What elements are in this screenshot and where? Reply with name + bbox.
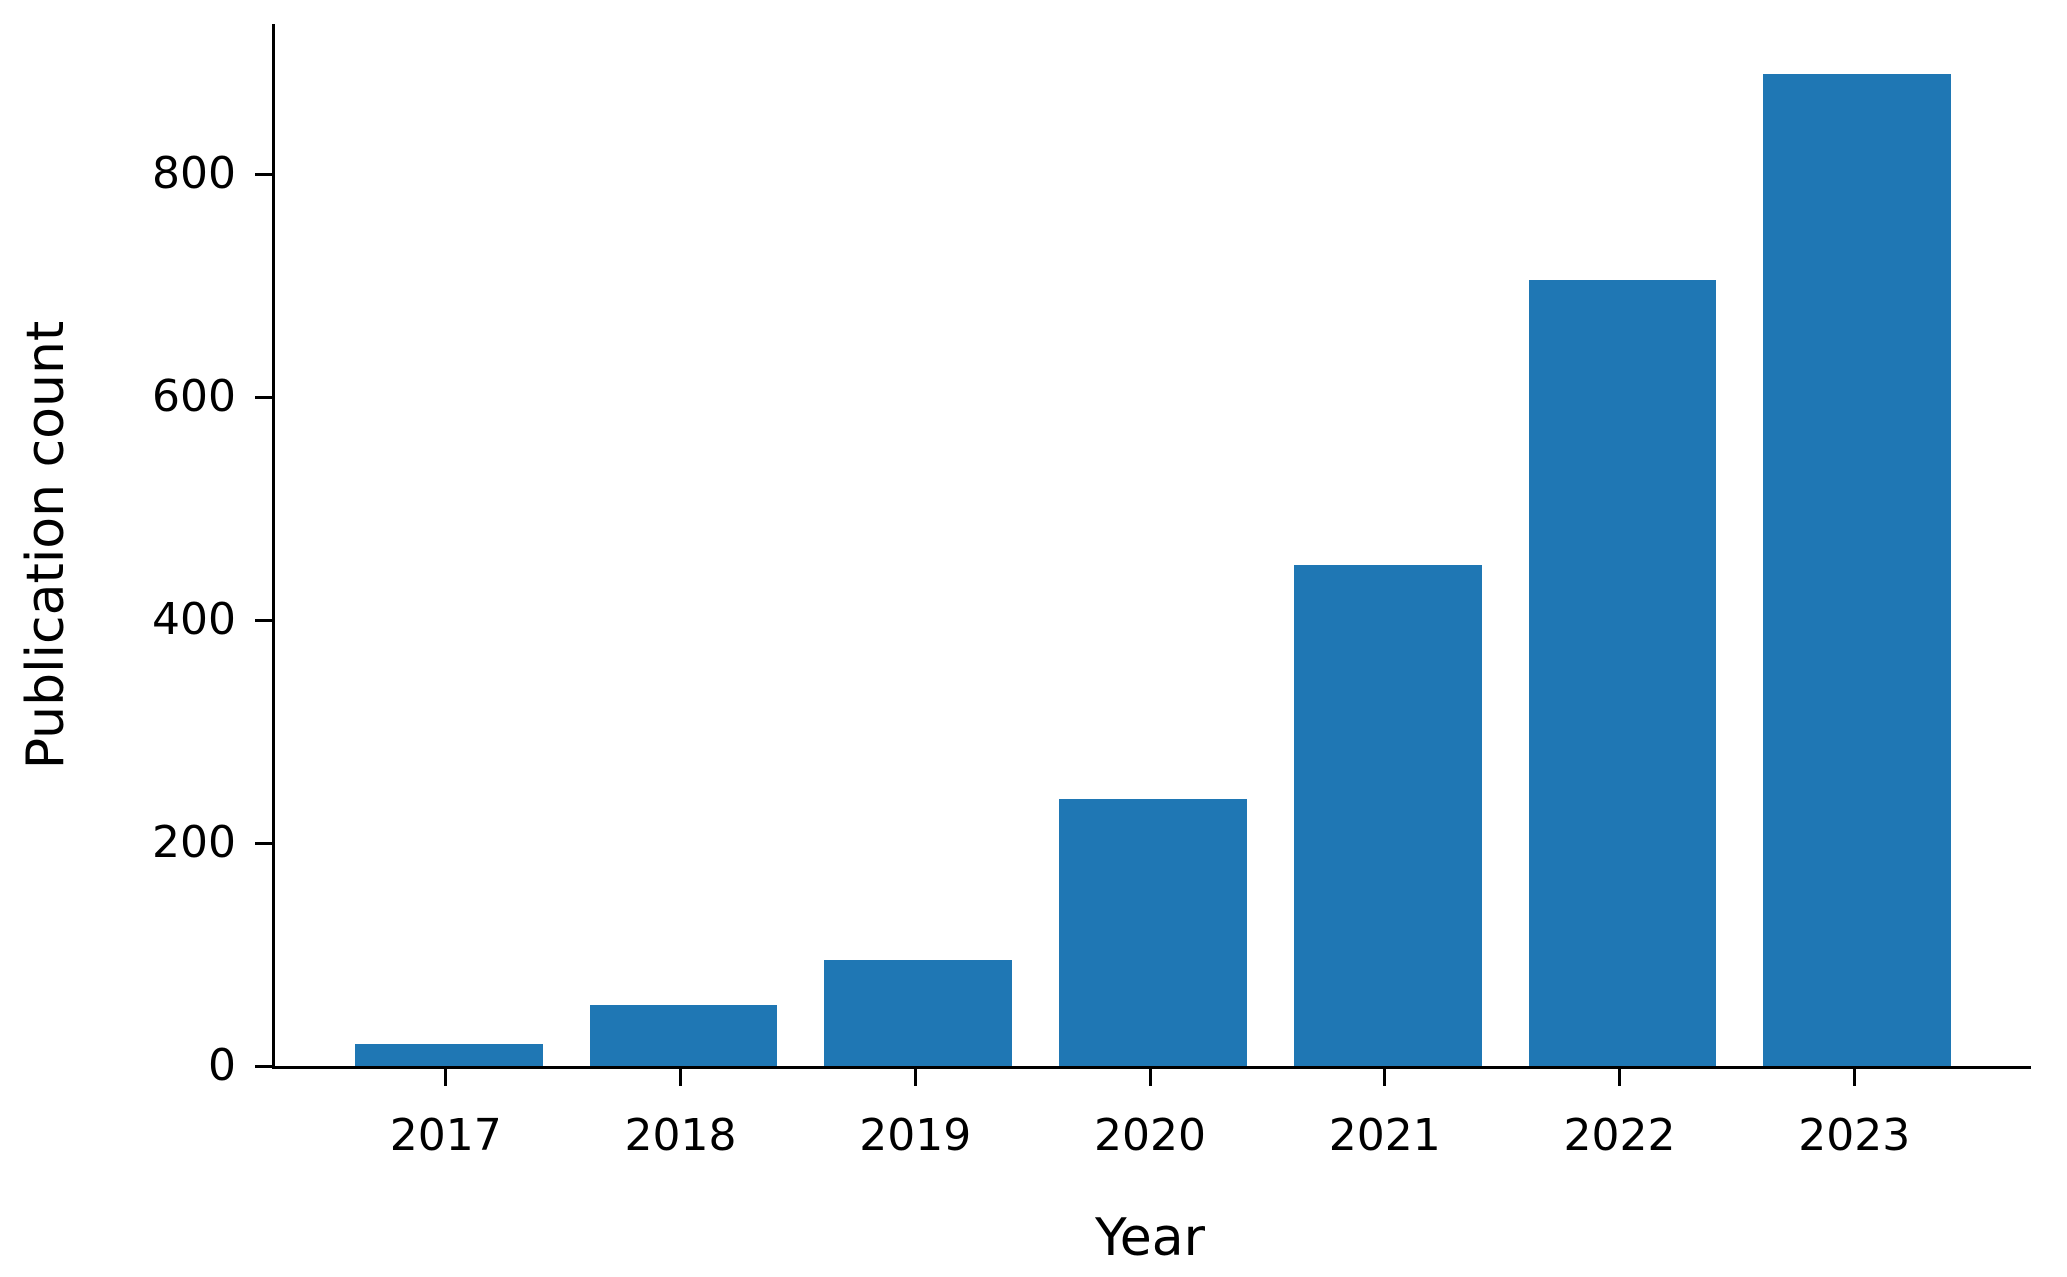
x-tick-mark-2017 <box>444 1069 448 1086</box>
bar-2020 <box>1059 798 1247 1066</box>
y-tick-mark-800 <box>255 172 272 176</box>
y-tick-label-600: 600 <box>152 371 236 423</box>
x-tick-label-2022: 2022 <box>1563 1110 1676 1161</box>
x-tick-label-2023: 2023 <box>1798 1110 1911 1161</box>
y-tick-label-800: 800 <box>152 148 236 200</box>
y-tick-mark-400 <box>255 618 272 622</box>
x-tick-label-2020: 2020 <box>1094 1110 1206 1161</box>
x-tick-mark-2020 <box>1148 1069 1152 1086</box>
y-tick-label-400: 400 <box>152 594 236 646</box>
bar-2019 <box>824 960 1013 1066</box>
bar-2017 <box>354 1043 543 1066</box>
x-tick-mark-2022 <box>1618 1069 1622 1086</box>
bar-2021 <box>1293 564 1482 1066</box>
x-axis-label: Year <box>1094 1208 1206 1268</box>
y-tick-mark-600 <box>255 395 272 399</box>
bar-2023 <box>1763 74 1952 1066</box>
x-tick-label-2021: 2021 <box>1328 1110 1441 1161</box>
x-tick-label-2019: 2019 <box>859 1110 972 1161</box>
y-tick-label-200: 200 <box>152 817 236 869</box>
y-tick-label-0: 0 <box>208 1040 236 1091</box>
x-tick-label-2018: 2018 <box>624 1110 737 1161</box>
x-tick-mark-2021 <box>1383 1069 1387 1086</box>
x-tick-mark-2018 <box>678 1069 682 1086</box>
x-tick-mark-2019 <box>913 1069 917 1086</box>
y-tick-mark-0 <box>255 1064 272 1068</box>
bar-2022 <box>1528 280 1717 1066</box>
x-tick-label-2017: 2017 <box>389 1110 502 1161</box>
y-tick-mark-200 <box>255 841 272 845</box>
plot-area <box>272 24 2031 1069</box>
bar-2018 <box>589 1004 778 1066</box>
y-axis-label: Publication count <box>16 320 76 770</box>
x-tick-mark-2023 <box>1852 1069 1856 1086</box>
